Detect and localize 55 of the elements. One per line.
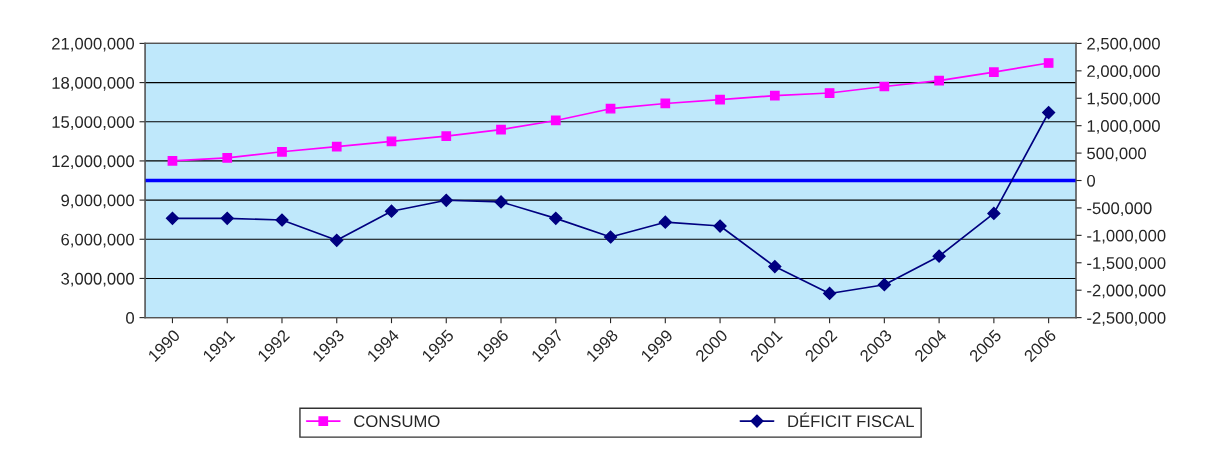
point [713, 219, 727, 233]
y-tick-label: 18,000,000 [52, 76, 135, 91]
point [715, 94, 725, 105]
point [1043, 58, 1054, 68]
legend-label: DÉFICIT FISCAL [788, 412, 914, 428]
point [441, 131, 452, 141]
y2-tick-label: 2,000,000 [1087, 65, 1160, 80]
y2-tick-label: -500,000 [1087, 202, 1152, 217]
point [165, 211, 180, 225]
point [330, 233, 344, 247]
point [494, 195, 508, 209]
point [605, 103, 616, 114]
y2-tick-label: 500,000 [1087, 147, 1147, 162]
point [275, 213, 289, 227]
point [768, 260, 782, 274]
point [220, 211, 234, 225]
y-tick-label: 15,000,000 [52, 116, 135, 130]
y2-tick-label: 1,000,000 [1087, 120, 1160, 134]
y2-tick-label: -1,500,000 [1087, 257, 1166, 271]
y2-tick-label: 0 [1087, 174, 1096, 187]
point [987, 206, 1001, 221]
point [660, 98, 671, 109]
y-tick-label: 3,000,000 [61, 272, 135, 287]
y2-tick-label: -2,500,000 [1087, 312, 1166, 326]
point [879, 81, 890, 92]
point [439, 193, 453, 207]
point [384, 204, 399, 218]
y-tick-label: 21,000,000 [52, 37, 135, 52]
point [932, 249, 946, 263]
y-tick-label: 0 [126, 312, 135, 324]
y-tick-label: 9,000,000 [61, 194, 135, 209]
point [167, 156, 178, 166]
y-tick-label: 6,000,000 [61, 233, 135, 248]
y2-tick-label: -2,000,000 [1087, 284, 1166, 299]
legend-label: CONSUMO [354, 415, 440, 428]
point [550, 115, 561, 126]
point [658, 215, 672, 229]
point [331, 141, 342, 152]
point [769, 90, 780, 101]
point [277, 146, 287, 157]
point [549, 211, 563, 225]
point [496, 124, 506, 135]
point [989, 67, 999, 78]
point [877, 278, 891, 292]
point [824, 88, 835, 98]
point [386, 136, 397, 147]
y2-tick-label: 1,500,000 [1087, 92, 1160, 107]
point [222, 153, 233, 163]
point [603, 230, 618, 244]
y2-tick-label: -1,000,000 [1087, 229, 1166, 244]
point [822, 286, 837, 301]
y-tick-label: 12,000,000 [52, 155, 135, 170]
point [1042, 105, 1056, 120]
y2-tick-label: 2,500,000 [1087, 37, 1160, 52]
point [934, 75, 944, 86]
